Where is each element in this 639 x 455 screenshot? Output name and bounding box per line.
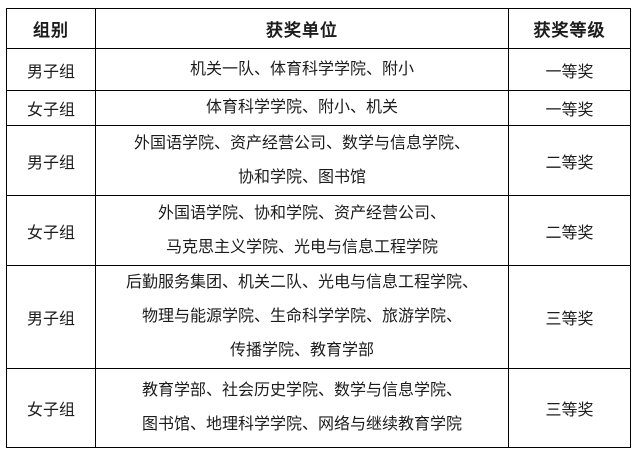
level-cell: 三等奖	[508, 368, 631, 448]
group-cell: 男子组	[6, 48, 96, 91]
unit-cell: 教育学部、社会历史学院、数学与信息学院、 图书馆、地理科学学院、网络与继续教育学…	[95, 368, 509, 448]
level-cell: 三等奖	[508, 265, 631, 369]
unit-line: 机关一队、体育科学学院、附小	[189, 60, 414, 78]
header-row: 组别 获奖单位 获奖等级	[6, 8, 631, 49]
awards-table: 组别 获奖单位 获奖等级 男子组 机关一队、体育科学学院、附小 一等奖 女子组 …	[6, 8, 631, 448]
group-cell: 女子组	[6, 195, 96, 266]
table-row: 男子组 外国语学院、资产经营公司、数学与信息学院、 协和学院、图书馆 二等奖	[6, 125, 631, 196]
table-row: 男子组 后勤服务集团、机关二队、光电与信息工程学院、 物理与能源学院、生命科学学…	[6, 265, 631, 369]
unit-line: 后勤服务集团、机关二队、光电与信息工程学院、	[125, 274, 478, 291]
table-row: 女子组 外国语学院、协和学院、资产经营公司、 马克思主义学院、光电与信息工程学院…	[6, 195, 631, 266]
unit-cell: 体育科学学院、附小、机关	[95, 90, 509, 126]
unit-line: 图书馆、地理科学学院、网络与继续教育学院	[141, 416, 462, 433]
unit-line: 体育科学学院、附小、机关	[205, 99, 398, 116]
level-cell: 二等奖	[508, 125, 631, 196]
unit-line: 外国语学院、协和学院、资产经营公司、	[157, 204, 446, 222]
level-cell: 二等奖	[508, 195, 631, 266]
unit-line: 教育学部、社会历史学院、数学与信息学院、	[141, 382, 462, 399]
group-cell: 男子组	[6, 265, 96, 369]
unit-cell: 机关一队、体育科学学院、附小	[95, 48, 509, 91]
table-row: 男子组 机关一队、体育科学学院、附小 一等奖	[6, 48, 631, 91]
table-row: 女子组 教育学部、社会历史学院、数学与信息学院、 图书馆、地理科学学院、网络与继…	[6, 368, 631, 448]
group-cell: 男子组	[6, 125, 96, 196]
unit-line: 传播学院、教育学部	[229, 342, 374, 359]
unit-cell: 后勤服务集团、机关二队、光电与信息工程学院、 物理与能源学院、生命科学学院、旅游…	[95, 265, 509, 369]
unit-line: 协和学院、图书馆	[237, 168, 366, 186]
header-cell-level: 获奖等级	[508, 8, 631, 49]
level-cell: 一等奖	[508, 90, 631, 126]
unit-cell: 外国语学院、资产经营公司、数学与信息学院、 协和学院、图书馆	[95, 125, 509, 196]
header-cell-unit: 获奖单位	[95, 8, 509, 49]
group-cell: 女子组	[6, 90, 96, 126]
level-cell: 一等奖	[508, 48, 631, 91]
unit-line: 物理与能源学院、生命科学学院、旅游学院、	[141, 308, 462, 325]
unit-line: 马克思主义学院、光电与信息工程学院	[165, 238, 438, 256]
table-row: 女子组 体育科学学院、附小、机关 一等奖	[6, 90, 631, 126]
header-cell-group: 组别	[6, 8, 96, 49]
unit-cell: 外国语学院、协和学院、资产经营公司、 马克思主义学院、光电与信息工程学院	[95, 195, 509, 266]
unit-line: 外国语学院、资产经营公司、数学与信息学院、	[133, 134, 470, 152]
group-cell: 女子组	[6, 368, 96, 448]
